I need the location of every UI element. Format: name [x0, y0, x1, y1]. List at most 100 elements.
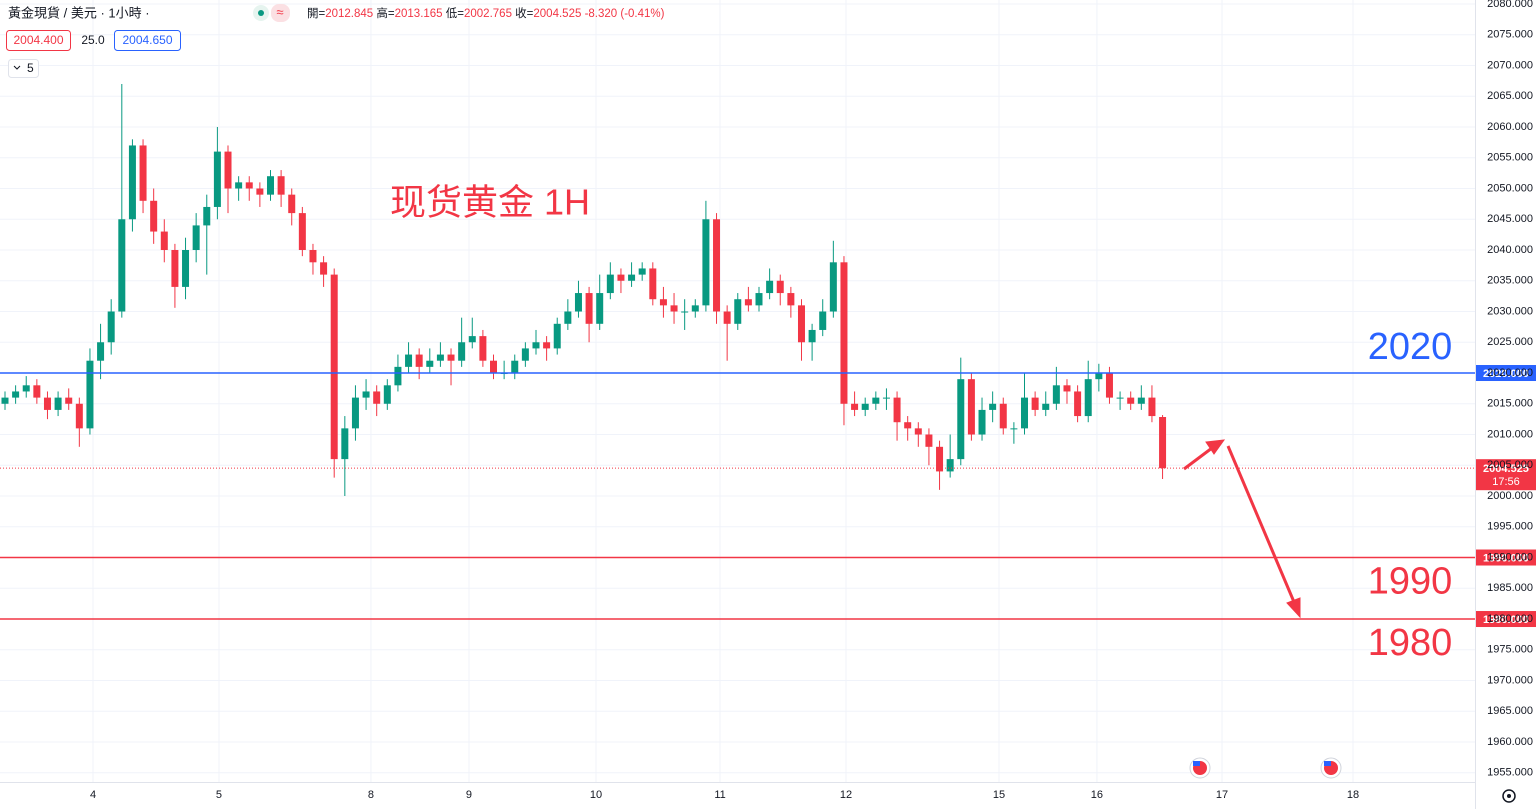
candle-body	[54, 397, 62, 410]
candle-body	[585, 293, 593, 324]
candle-body	[1052, 385, 1060, 404]
y-tick-label: 2045.000	[1487, 213, 1533, 225]
symbol: 黃金現貨 / 美元 · 1小時 ·	[8, 5, 150, 20]
arrow-head	[1205, 439, 1226, 455]
y-tick-label: 1985.000	[1487, 582, 1533, 594]
candle-body	[256, 188, 264, 195]
level-badge-label: 1990.000	[1483, 552, 1529, 564]
candle-body	[1137, 397, 1145, 404]
level-badge	[1476, 611, 1536, 628]
y-tick-label: 1965.000	[1487, 705, 1533, 717]
market-icon[interactable]	[271, 4, 290, 22]
candle-body	[1105, 373, 1113, 398]
candle-body	[1, 397, 9, 404]
candle-body	[1148, 397, 1156, 417]
candle-body	[362, 391, 370, 398]
candle-body	[851, 403, 859, 410]
y-tick-label: 1980.000	[1487, 613, 1533, 625]
y-tick-label: 1990.000	[1487, 551, 1533, 563]
y-tick-label: 2005.000	[1487, 459, 1533, 471]
candle-body	[150, 200, 158, 232]
candle-body	[723, 311, 731, 324]
ohlc-legend: 開=2012.845 高=2013.165 低=2002.765 收=2004.…	[307, 6, 665, 20]
candle-body	[872, 397, 880, 404]
last-price-badge	[1476, 459, 1536, 491]
candle-body	[160, 231, 168, 251]
candle-body	[840, 262, 848, 404]
candle-body	[819, 311, 827, 330]
candle-body	[957, 379, 965, 460]
y-tick-label: 1970.000	[1487, 674, 1533, 686]
candle-body	[245, 182, 253, 189]
settings-button[interactable]	[1502, 789, 1516, 803]
y-tick-label: 2060.000	[1487, 121, 1533, 133]
candle-body	[394, 366, 402, 386]
candle-body	[691, 305, 699, 312]
level-badge	[1476, 549, 1536, 566]
candle-body	[436, 354, 444, 361]
candle-body	[139, 145, 147, 201]
y-tick-label: 2055.000	[1487, 152, 1533, 164]
arrow-up	[1183, 446, 1213, 471]
ohlc-label: 收=	[515, 6, 533, 20]
candle-body	[22, 385, 30, 392]
overlay: 2020.000 2020 1990.000 1990 1980.000 1980 2004…	[0, 326, 1536, 664]
candle-body	[776, 280, 784, 294]
level-label: 1980	[1368, 622, 1453, 664]
candle-body	[744, 299, 752, 306]
candle-body	[755, 293, 763, 306]
x-tick-label: 17	[1216, 789, 1228, 801]
y-tick-label: 2010.000	[1487, 428, 1533, 440]
candle-body	[1084, 379, 1092, 417]
change: -8.320 (-0.41%)	[585, 8, 665, 20]
candle-body	[713, 219, 721, 312]
candle-body	[893, 397, 901, 423]
candle-body	[43, 397, 51, 410]
candle-body	[617, 274, 625, 281]
event-flag[interactable]	[1189, 757, 1211, 779]
x-tick-label: 16	[1091, 789, 1103, 801]
candle-body	[532, 342, 540, 349]
candle-body	[309, 250, 317, 263]
candle-body	[967, 379, 975, 435]
candle-body	[330, 274, 338, 460]
candle-body	[829, 262, 837, 312]
ask-button[interactable]	[114, 30, 181, 51]
candle-body	[553, 323, 561, 349]
candle-body	[458, 342, 466, 361]
candle-body	[266, 176, 274, 195]
candle-body	[447, 354, 455, 361]
ohlc-label: 低=	[446, 7, 464, 20]
candle-body	[1042, 403, 1050, 410]
event-flag[interactable]	[1320, 757, 1342, 779]
x-tick-label: 4	[90, 789, 96, 801]
candle-body	[128, 145, 136, 220]
candle-body	[97, 342, 105, 361]
candle-body	[1074, 391, 1082, 417]
indicator-count: 5	[27, 61, 34, 75]
candle-body	[670, 305, 678, 312]
x-tick-label: 11	[714, 789, 725, 801]
candle-body	[989, 403, 997, 410]
candle-body	[224, 151, 232, 189]
y-tick-label: 2075.000	[1487, 29, 1533, 41]
indicators-toggle[interactable]	[8, 59, 39, 78]
x-tick-label: 15	[993, 789, 1005, 801]
candle-body	[1031, 397, 1039, 410]
candle-body	[628, 274, 636, 281]
candle-body	[606, 274, 614, 294]
ohlc-value: 2013.165	[395, 8, 443, 20]
y-tick-label: 2070.000	[1487, 59, 1533, 71]
bid-button[interactable]	[6, 30, 71, 51]
candle-body	[1127, 397, 1135, 404]
candle-body	[978, 409, 986, 435]
y-tick-label: 1960.000	[1487, 736, 1533, 748]
candle-body	[734, 299, 742, 324]
arrow-head	[1286, 597, 1301, 619]
candle-body	[192, 225, 200, 251]
candle-body	[86, 360, 94, 429]
candle-body	[521, 348, 529, 361]
candle-body	[277, 176, 285, 195]
candle-body	[596, 293, 604, 324]
